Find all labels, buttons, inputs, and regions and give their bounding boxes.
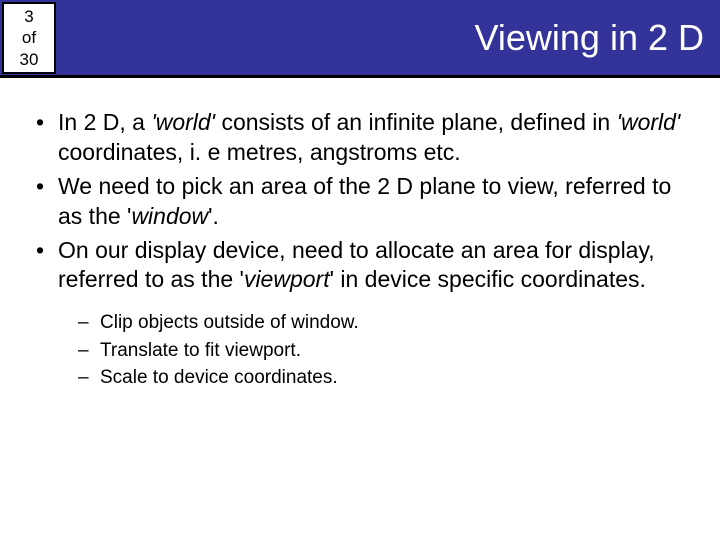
- slide-content: In 2 D, a 'world' consists of an infinit…: [0, 78, 720, 392]
- bullet-text: coordinates, i. e metres, angstroms etc.: [58, 139, 461, 165]
- page-of: of: [22, 27, 36, 48]
- main-bullets: In 2 D, a 'world' consists of an infinit…: [28, 108, 692, 295]
- bullet-text: '.: [208, 203, 219, 229]
- page-current: 3: [24, 6, 33, 27]
- slide-header: 3 of 30 Viewing in 2 D: [0, 0, 720, 78]
- bullet-italic: viewport: [244, 266, 330, 292]
- page-total: 30: [20, 49, 39, 70]
- bullet-italic: 'world': [151, 109, 215, 135]
- bullet-italic: window: [131, 203, 208, 229]
- bullet-item: We need to pick an area of the 2 D plane…: [28, 172, 692, 232]
- slide-title: Viewing in 2 D: [56, 0, 720, 75]
- bullet-item: On our display device, need to allocate …: [28, 236, 692, 296]
- bullet-text: consists of an infinite plane, defined i…: [215, 109, 616, 135]
- sub-bullet-item: Translate to fit viewport.: [78, 337, 692, 365]
- page-counter: 3 of 30: [2, 2, 56, 74]
- bullet-item: In 2 D, a 'world' consists of an infinit…: [28, 108, 692, 168]
- sub-bullet-item: Scale to device coordinates.: [78, 364, 692, 392]
- sub-bullet-item: Clip objects outside of window.: [78, 309, 692, 337]
- bullet-italic: 'world': [617, 109, 681, 135]
- bullet-text: ' in device specific coordinates.: [330, 266, 646, 292]
- sub-bullets: Clip objects outside of window. Translat…: [78, 309, 692, 392]
- bullet-text: In 2 D, a: [58, 109, 151, 135]
